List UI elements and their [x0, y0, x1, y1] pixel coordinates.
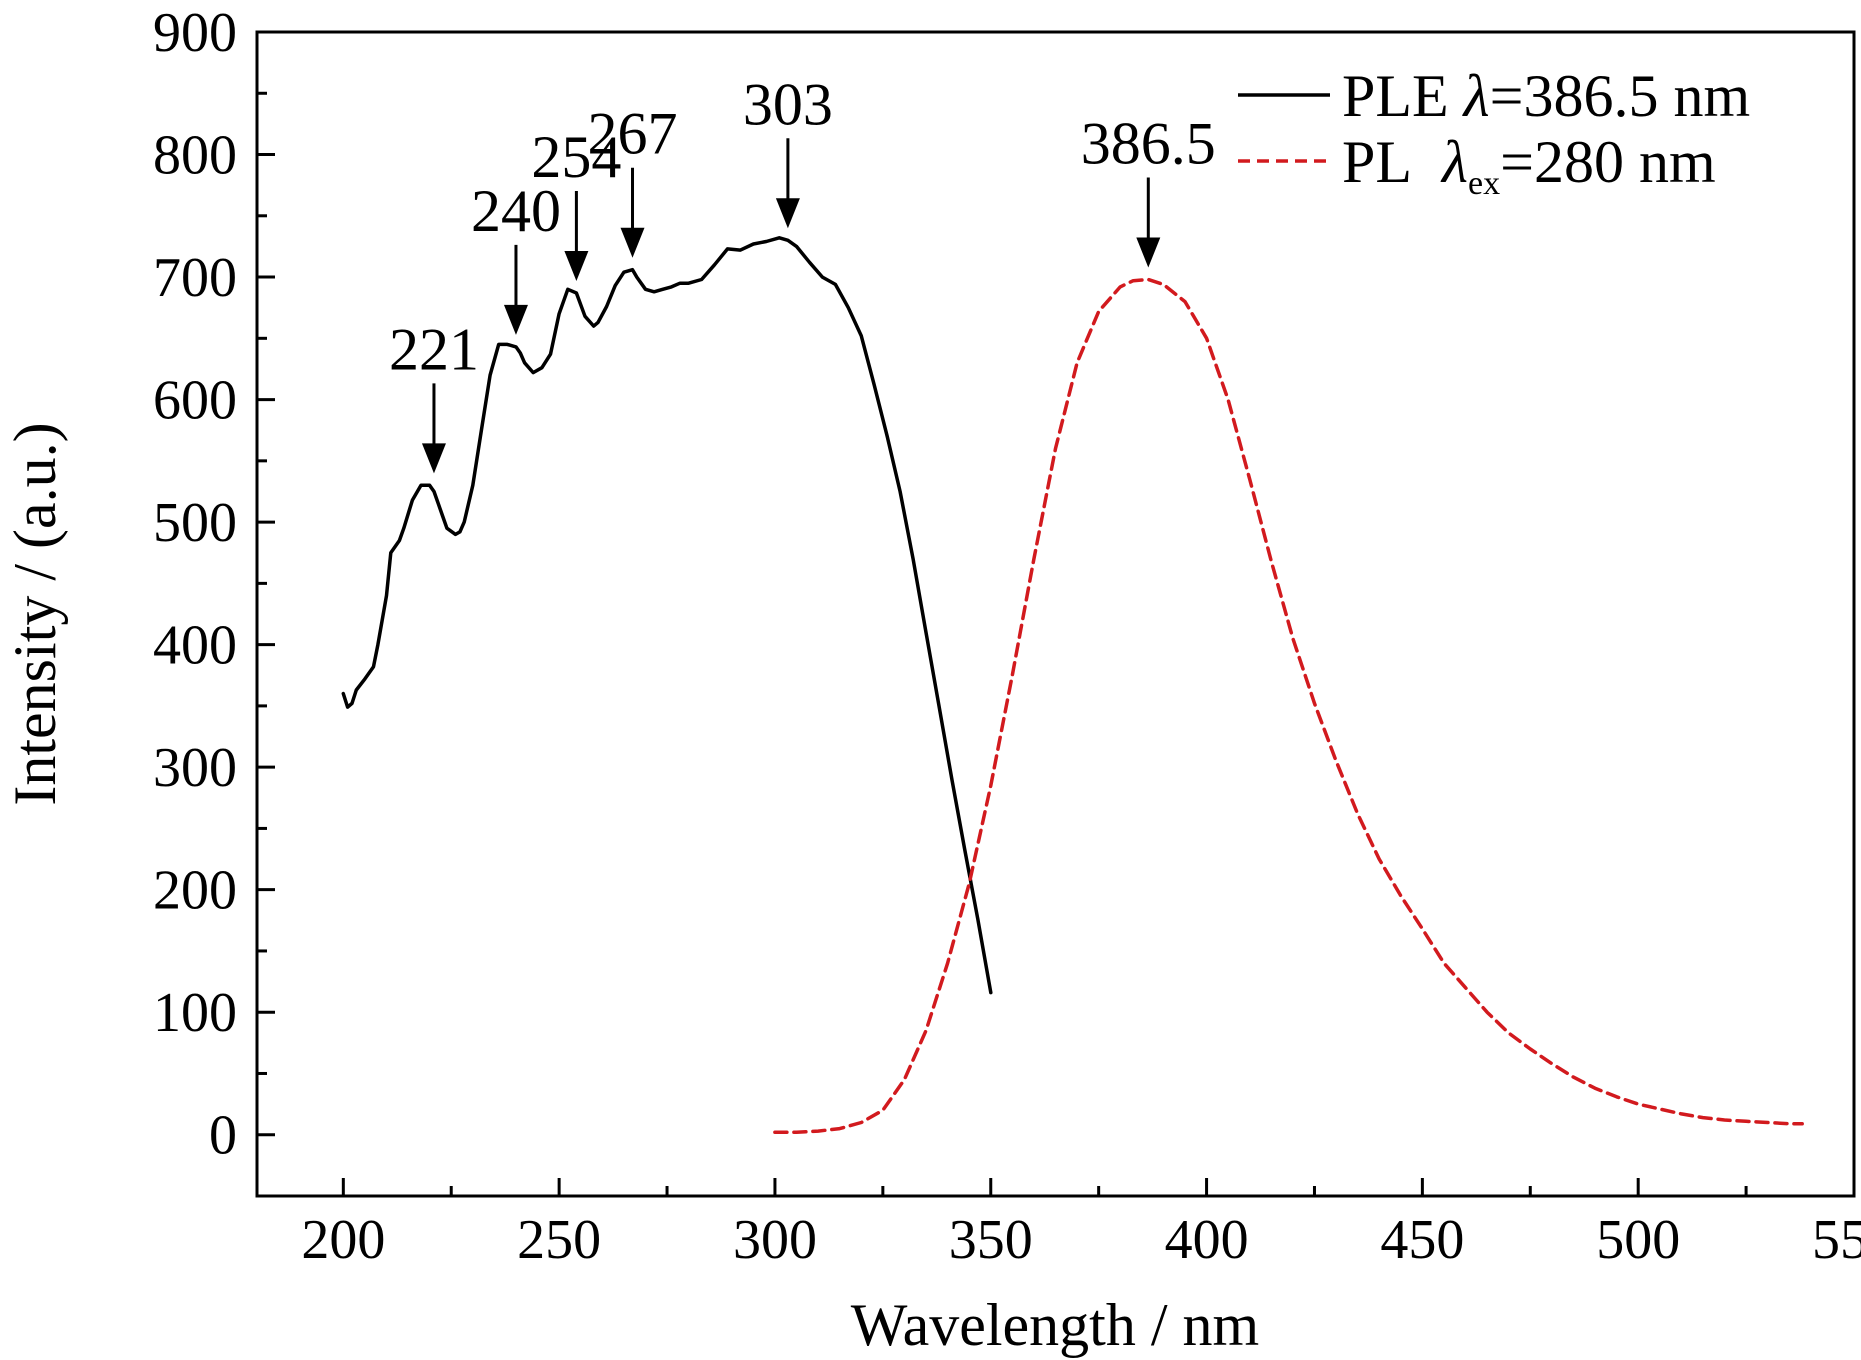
x-tick-label: 250 [517, 1209, 601, 1271]
y-tick-label: 500 [153, 492, 237, 554]
annotation-arrow-head [564, 250, 589, 281]
legend-prefix: PL [1342, 129, 1442, 195]
legend-suffix: =386.5 nm [1490, 63, 1751, 129]
plot-frame [255, 30, 1856, 1198]
y-tick-label: 700 [153, 247, 237, 309]
peak-label: 240 [471, 178, 561, 244]
x-tick-label: 300 [733, 1209, 817, 1271]
y-tick-label: 800 [153, 125, 237, 187]
y-tick-label: 900 [153, 2, 237, 64]
series-line-ple [341, 236, 993, 995]
legend-label-ple: PLE λ=386.5 nm [1342, 63, 1750, 129]
peak-label: 303 [743, 71, 833, 137]
peak-label: 267 [588, 101, 678, 167]
x-tick-label: 200 [301, 1209, 385, 1271]
annotation-arrow-head [1136, 237, 1161, 268]
y-tick-label: 0 [209, 1105, 237, 1167]
legend-prefix: PLE [1342, 63, 1464, 129]
x-tick-label: 450 [1380, 1209, 1464, 1271]
y-axis-title: Intensity / (a.u.) [2, 422, 68, 805]
legend-suffix: =280 nm [1500, 129, 1716, 195]
series-line-pl [773, 277, 1804, 1135]
series-layer [341, 236, 1804, 1135]
y-tick-label: 300 [153, 737, 237, 799]
x-tick-label: 400 [1165, 1209, 1249, 1271]
annotation-arrow-head [775, 198, 800, 229]
y-tick-label: 200 [153, 860, 237, 922]
legend-label-pl: PL λex=280 nm [1342, 129, 1716, 202]
x-axis-title: Wavelength / nm [851, 1292, 1259, 1358]
legend-symbol: λ [1462, 63, 1490, 129]
axis-ticks: 200 250 300 350 400 450 500 550 0 100 200 300 400 500… [153, 2, 1861, 1271]
annotation-arrow-head [503, 304, 528, 335]
annotation-arrow-head [620, 227, 645, 258]
x-tick-label: 350 [949, 1209, 1033, 1271]
peak-label: 386.5 [1081, 111, 1216, 177]
x-tick-label: 550 [1812, 1209, 1861, 1271]
annotation-arrow-head [421, 443, 446, 474]
x-tick-label: 500 [1596, 1209, 1680, 1271]
legend-symbol: λ [1440, 129, 1468, 195]
y-tick-label: 400 [153, 615, 237, 677]
y-tick-label: 100 [153, 982, 237, 1044]
y-tick-label: 600 [153, 370, 237, 432]
peak-label: 221 [389, 316, 479, 382]
peak-label: 254 [531, 124, 621, 190]
legend-subscript: ex [1468, 165, 1500, 202]
